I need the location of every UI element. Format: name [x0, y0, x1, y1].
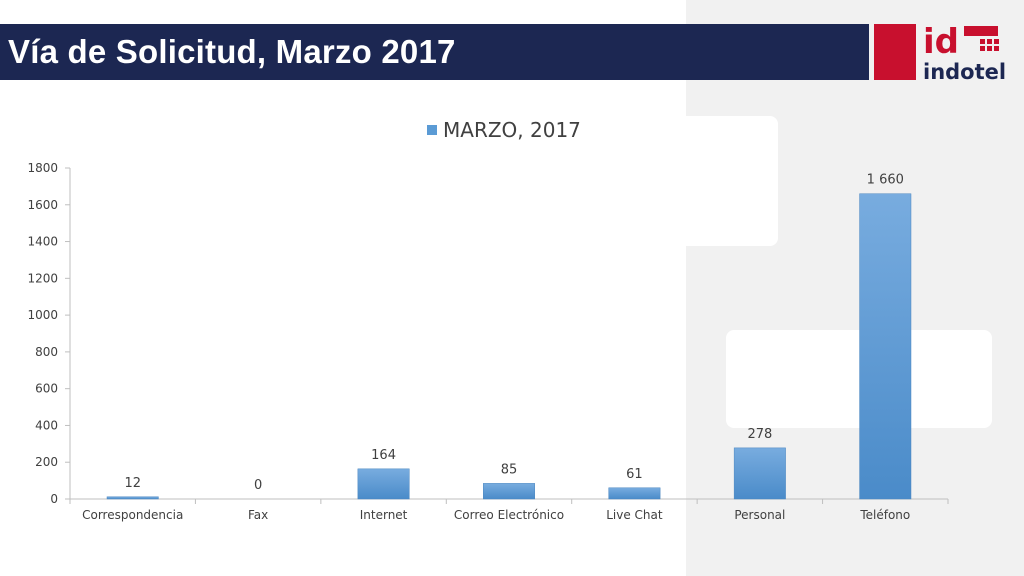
logo-name-text: indotel: [923, 60, 1006, 82]
page-title: Vía de Solicitud, Marzo 2017: [8, 33, 456, 70]
category-label: Correo Electrónico: [454, 508, 564, 522]
category-label: Teléfono: [859, 508, 910, 522]
y-tick-label: 0: [50, 492, 58, 506]
y-tick-label: 600: [35, 382, 58, 396]
y-tick-label: 200: [35, 455, 58, 469]
logo-dot-icon: [987, 39, 992, 44]
data-label: 85: [501, 462, 518, 477]
logo-grid-icon: [964, 26, 998, 36]
category-label: Fax: [248, 508, 268, 522]
bar-2: [357, 468, 410, 500]
bar-5: [733, 447, 786, 500]
bar-chart: MARZO, 2017 0 200 400 600 800 1000 1200 1400 160…: [0, 100, 1024, 540]
background-cutout-middle: [726, 330, 992, 428]
category-label: Live Chat: [606, 508, 663, 522]
logo-dot-icon: [987, 46, 992, 51]
bar-4: [608, 487, 661, 500]
y-tick-label: 800: [35, 345, 58, 359]
chart-plot: 0 200 400 600 800 1000 1200 1400 1600 1800 12 Corre…: [27, 161, 949, 522]
category-label: Internet: [360, 508, 408, 522]
category-label: Correspondencia: [82, 508, 183, 522]
title-bar: Vía de Solicitud, Marzo 2017: [0, 24, 869, 80]
data-label: 0: [254, 478, 262, 493]
data-label: 12: [124, 476, 141, 491]
logo-mark-text: id: [923, 22, 959, 62]
logo-dot-icon: [980, 39, 985, 44]
y-tick-label: 1000: [27, 308, 58, 322]
y-tick-label: 1800: [27, 161, 58, 175]
logo-dot-icon: [994, 46, 999, 51]
legend-label: MARZO, 2017: [443, 118, 581, 142]
data-label: 164: [371, 448, 396, 463]
background-cutout-top: [686, 116, 778, 246]
bar-0: [106, 496, 159, 500]
indotel-logo: id indotel: [923, 22, 1006, 82]
legend-swatch: [427, 125, 437, 135]
logo-dot-icon: [980, 46, 985, 51]
y-tick-label: 400: [35, 418, 58, 432]
logo-dot-icon: [994, 39, 999, 44]
y-tick-label: 1400: [27, 235, 58, 249]
category-label: Personal: [734, 508, 785, 522]
y-tick-label: 1600: [27, 198, 58, 212]
legend: MARZO, 2017: [427, 118, 581, 142]
y-tick-label: 1200: [27, 271, 58, 285]
bar-6: [859, 193, 912, 500]
data-label: 61: [626, 467, 643, 482]
data-label: 278: [747, 427, 772, 442]
logo-red-block: [874, 24, 916, 80]
data-label: 1 660: [867, 173, 904, 188]
bar-3: [483, 483, 535, 500]
